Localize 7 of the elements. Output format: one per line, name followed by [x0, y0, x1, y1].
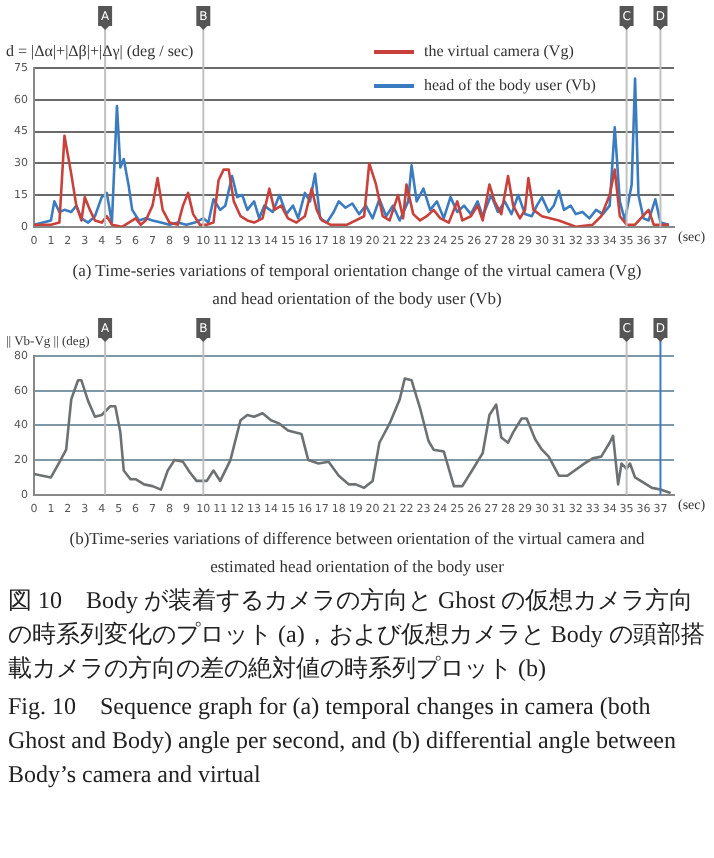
text: (a) Time-series variations of temporal orientation change of the virtual camera (Vg) and head orientation of the body user (Vb): [70, 258, 644, 312]
caption: 図 10 Body が装着するカメラの方向と Ghost の仮想カメラ方向の時系列変化のプロット (a)，および仮想カメラと Body の頭部搭載カメラの方向の差の絶対値の時系列プロット (b): [6, 584, 707, 686]
text: (b)Time-series variations of difference between orientation of the virtual camera and estimated head orientation of the body user: [67, 526, 647, 580]
y-axis-title: d = |Δα|+|Δβ|+|Δγ| (deg / sec): [6, 42, 195, 61]
legend-label: the virtual camera (Vg): [424, 42, 575, 61]
legend-label: head of the body user (Vb): [424, 76, 597, 95]
caption: Fig. 10 Sequence graph for (a) temporal changes in camera (both Ghost and Body) angle per second, and (b) differential angle between Body’s camera and virtual: [6, 690, 678, 792]
